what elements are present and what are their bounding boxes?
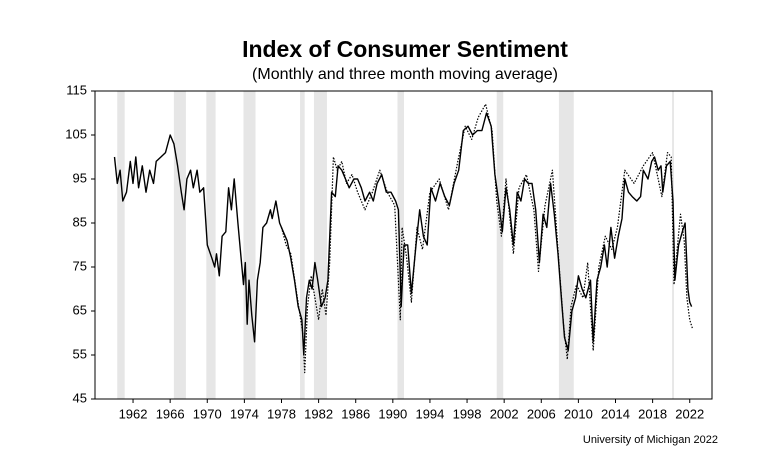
moving-average-line bbox=[113, 112, 693, 356]
y-tick-label: 45 bbox=[73, 390, 87, 405]
x-tick-label: 1998 bbox=[453, 406, 482, 421]
y-tick-label: 115 bbox=[66, 82, 87, 97]
y-tick-label: 105 bbox=[65, 126, 87, 141]
recession-band bbox=[206, 91, 216, 399]
recession-bands bbox=[117, 91, 674, 399]
recession-band bbox=[397, 91, 404, 399]
x-tick-label: 1994 bbox=[415, 406, 444, 421]
monthly-line bbox=[280, 103, 694, 374]
x-tick-label: 2014 bbox=[601, 406, 630, 421]
x-tick-label: 1978 bbox=[267, 406, 296, 421]
recession-band bbox=[117, 91, 125, 399]
x-tick-label: 2010 bbox=[564, 406, 593, 421]
recession-band bbox=[313, 91, 327, 399]
y-tick-label: 55 bbox=[73, 346, 87, 361]
y-tick-label: 85 bbox=[73, 214, 87, 229]
recession-band bbox=[243, 91, 256, 399]
chart-subtitle: (Monthly and three month moving average) bbox=[252, 66, 558, 83]
x-tick-label: 1974 bbox=[230, 406, 259, 421]
y-tick-label: 95 bbox=[73, 170, 87, 185]
recession-band bbox=[173, 91, 186, 399]
recession-band bbox=[496, 91, 504, 399]
y-tick-label: 75 bbox=[73, 258, 87, 273]
x-tick-label: 2002 bbox=[490, 406, 519, 421]
x-tick-label: 2018 bbox=[638, 406, 667, 421]
x-tick-label: 1982 bbox=[304, 406, 333, 421]
recession-band bbox=[300, 91, 305, 399]
lines bbox=[113, 103, 694, 374]
chart-title: Index of Consumer Sentiment bbox=[242, 36, 568, 62]
x-tick-label: 1990 bbox=[378, 406, 407, 421]
x-tick-label: 2022 bbox=[675, 406, 704, 421]
x-tick-label: 1966 bbox=[156, 406, 185, 421]
x-tick-label: 1986 bbox=[341, 406, 370, 421]
plot-frame bbox=[94, 90, 713, 400]
x-tick-label: 1970 bbox=[193, 406, 222, 421]
axes: 45 55 65 75 85 95 105 115 1962 1966 1970 1974 1978 19… bbox=[65, 82, 704, 421]
source-note: University of Michigan 2022 bbox=[583, 434, 718, 446]
x-tick-label: 1962 bbox=[119, 406, 148, 421]
x-tick-label: 2006 bbox=[527, 406, 556, 421]
y-tick-label: 65 bbox=[73, 302, 87, 317]
